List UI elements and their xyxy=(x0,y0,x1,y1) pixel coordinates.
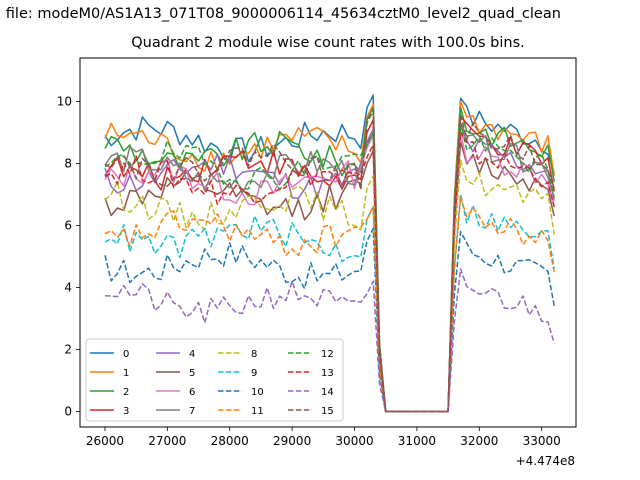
axes-frame xyxy=(79,57,577,428)
legend-label: 3 xyxy=(123,406,129,417)
legend-label: 15 xyxy=(321,406,334,417)
series-line-8 xyxy=(104,159,555,413)
series-line-11 xyxy=(104,196,555,413)
y-axis: 0 2 4 6 8 10 xyxy=(57,94,80,418)
legend-label: 2 xyxy=(123,387,129,398)
x-tick-label: 33000 xyxy=(523,434,561,448)
x-tick-label: 27000 xyxy=(148,434,186,448)
series-line-10 xyxy=(104,227,555,413)
legend-label: 4 xyxy=(189,349,195,360)
y-tick-label: 10 xyxy=(57,94,72,108)
x-tick-label: 31000 xyxy=(398,434,436,448)
legend-label: 13 xyxy=(321,368,334,379)
y-tick-label: 6 xyxy=(64,218,72,232)
legend-label: 0 xyxy=(123,349,129,360)
legend-box xyxy=(85,338,344,422)
figure-suptitle: n file: modeM0/AS1A13_071T08_9000006114_… xyxy=(0,6,640,30)
legend-label: 6 xyxy=(189,387,195,398)
series-line-7 xyxy=(104,122,555,413)
x-offset-label: +4.474e8 xyxy=(516,454,575,468)
legend-label: 12 xyxy=(321,349,334,360)
series-line-13 xyxy=(104,131,555,413)
series-line-9 xyxy=(104,193,555,413)
figure-suptitle-text: n file: modeM0/AS1A13_071T08_9000006114_… xyxy=(0,6,561,22)
y-tick-label: 2 xyxy=(64,342,72,356)
y-tick-label: 0 xyxy=(64,404,72,418)
legend-label: 14 xyxy=(321,387,334,398)
plot-lines xyxy=(104,94,555,413)
x-tick-label: 30000 xyxy=(335,434,373,448)
x-axis: 26000 27000 28000 29000 30000 31000 32000 33000 xyxy=(86,427,561,448)
legend-label: 7 xyxy=(189,406,195,417)
x-tick-label: 29000 xyxy=(273,434,311,448)
series-line-0 xyxy=(104,94,555,413)
x-tick-label: 26000 xyxy=(86,434,124,448)
legend-label: 8 xyxy=(251,349,257,360)
legend-label: 1 xyxy=(123,368,129,379)
series-line-12 xyxy=(104,122,555,413)
series-line-15 xyxy=(104,109,555,413)
legend-label: 10 xyxy=(251,387,264,398)
chart-title: Quadrant 2 module wise count rates with … xyxy=(131,35,525,51)
series-line-14 xyxy=(104,268,555,413)
x-tick-label: 32000 xyxy=(460,434,498,448)
legend-label: 5 xyxy=(189,368,195,379)
legend-label: 9 xyxy=(251,368,257,379)
legend-label: 11 xyxy=(251,406,264,417)
x-tick-label: 28000 xyxy=(211,434,249,448)
y-tick-label: 4 xyxy=(64,280,72,294)
y-tick-label: 8 xyxy=(64,156,72,170)
